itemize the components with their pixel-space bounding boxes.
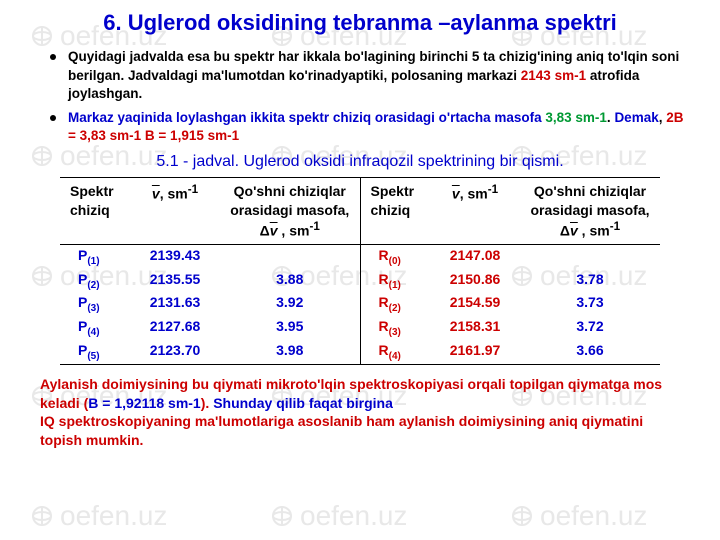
cell: P(4) <box>60 316 130 340</box>
table-caption: 5.1 - jadval. Uglerod oksidi infraqozil … <box>30 153 690 171</box>
cell: R(2) <box>360 292 430 316</box>
table-row: P(2)2135.553.88R(1)2150.863.78 <box>60 269 660 293</box>
cell: 3.98 <box>220 340 360 364</box>
cell: 3.88 <box>220 269 360 293</box>
bullet-text: Markaz yaqinida loylashgan ikkita spektr… <box>68 109 690 145</box>
cell: 2127.68 <box>130 316 220 340</box>
col-header: v, sm-1 <box>430 178 520 244</box>
cell: 2139.43 <box>130 244 220 268</box>
bullet-text: Quyidagi jadvalda esa bu spektr har ikka… <box>68 48 690 103</box>
bullet-dot-icon <box>50 115 56 121</box>
table-row: P(5)2123.703.98R(4)2161.973.66 <box>60 340 660 364</box>
cell: 3.66 <box>520 340 660 364</box>
watermark: oefen.uz <box>270 500 407 532</box>
cell: 2154.59 <box>430 292 520 316</box>
cell: 2161.97 <box>430 340 520 364</box>
cell: 3.78 <box>520 269 660 293</box>
cell: R(3) <box>360 316 430 340</box>
bullet-dot-icon <box>50 54 56 60</box>
cell: P(5) <box>60 340 130 364</box>
cell: 3.95 <box>220 316 360 340</box>
watermark: oefen.uz <box>510 500 647 532</box>
cell: P(1) <box>60 244 130 268</box>
cell: 2158.31 <box>430 316 520 340</box>
cell: R(0) <box>360 244 430 268</box>
col-header: Qo'shni chiziqlar orasidagi masofa, Δv ,… <box>220 178 360 244</box>
table-row: P(3)2131.633.92R(2)2154.593.73 <box>60 292 660 316</box>
col-header: v, sm-1 <box>130 178 220 244</box>
cell: P(3) <box>60 292 130 316</box>
cell: 3.72 <box>520 316 660 340</box>
cell <box>520 244 660 268</box>
spectrum-table: Spektr chiziq v, sm-1 Qo'shni chiziqlar … <box>60 177 660 364</box>
cell: 3.73 <box>520 292 660 316</box>
col-header: Spektr chiziq <box>60 178 130 244</box>
cell: 2147.08 <box>430 244 520 268</box>
table-row: P(1)2139.43 R(0)2147.08 <box>60 244 660 268</box>
bullet-list: Quyidagi jadvalda esa bu spektr har ikka… <box>50 48 690 145</box>
cell: 2135.55 <box>130 269 220 293</box>
bullet-item: Markaz yaqinida loylashgan ikkita spektr… <box>50 109 690 145</box>
col-header: Qo'shni chiziqlar orasidagi masofa, Δv ,… <box>520 178 660 244</box>
table-row: P(4)2127.683.95R(3)2158.313.72 <box>60 316 660 340</box>
cell <box>220 244 360 268</box>
watermark: oefen.uz <box>30 500 167 532</box>
cell: 2131.63 <box>130 292 220 316</box>
col-header: Spektr chiziq <box>360 178 430 244</box>
cell: 2123.70 <box>130 340 220 364</box>
cell: R(1) <box>360 269 430 293</box>
cell: P(2) <box>60 269 130 293</box>
cell: R(4) <box>360 340 430 364</box>
page-title: 6. Uglerod oksidining tebranma –aylanma … <box>30 10 690 36</box>
bullet-item: Quyidagi jadvalda esa bu spektr har ikka… <box>50 48 690 103</box>
cell: 2150.86 <box>430 269 520 293</box>
cell: 3.92 <box>220 292 360 316</box>
footer-note: Aylanish doimiysining bu qiymati mikroto… <box>30 375 690 451</box>
